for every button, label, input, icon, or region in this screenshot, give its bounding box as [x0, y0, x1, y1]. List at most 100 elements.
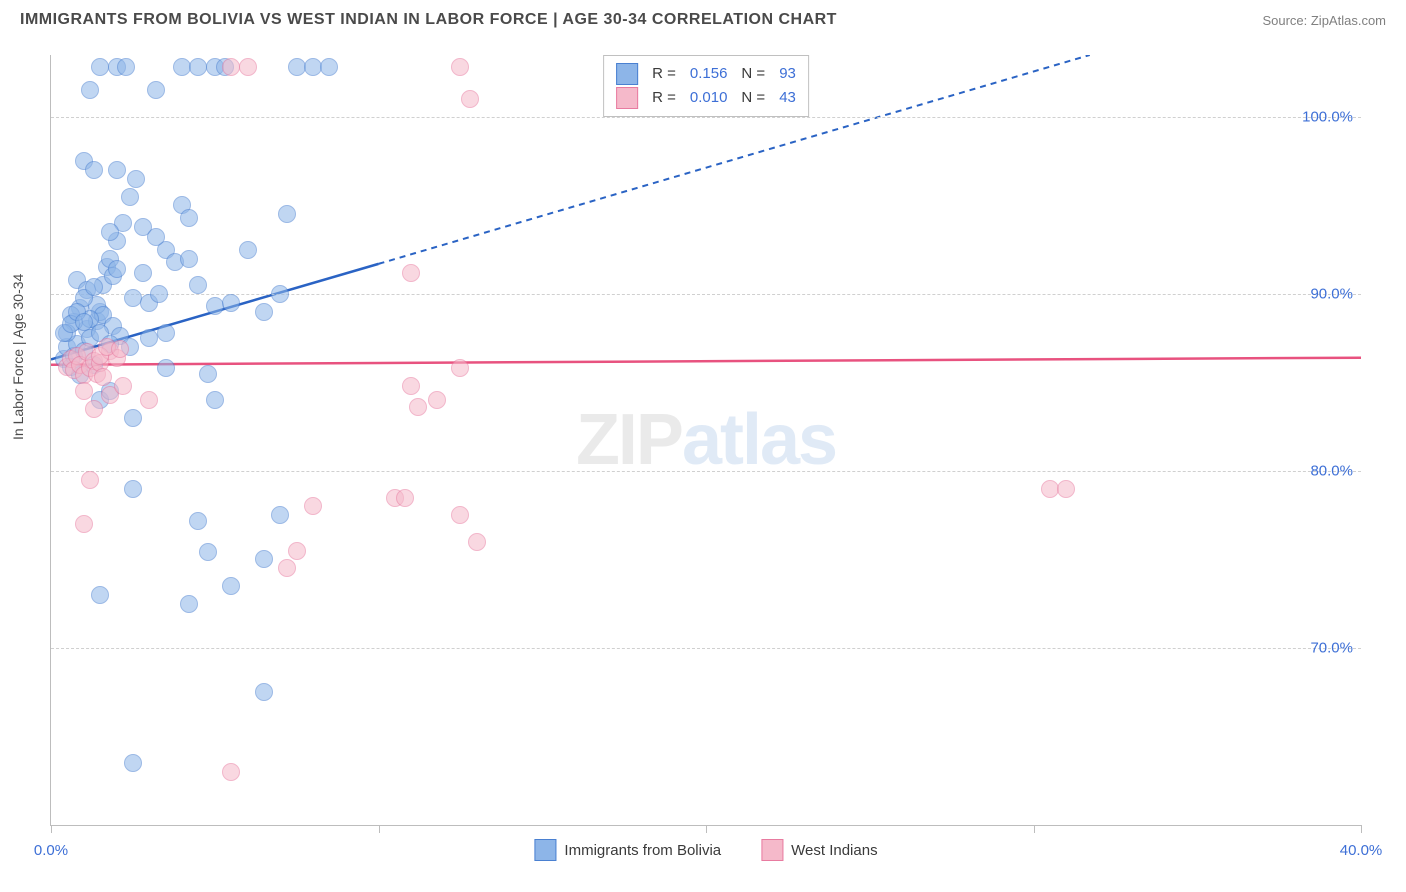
- data-point: [239, 241, 257, 259]
- data-point: [140, 391, 158, 409]
- data-point: [239, 58, 257, 76]
- data-point: [288, 58, 306, 76]
- chart-header: IMMIGRANTS FROM BOLIVIA VS WEST INDIAN I…: [0, 0, 1406, 40]
- y-gridline: [51, 117, 1361, 118]
- legend-swatch: [761, 839, 783, 861]
- n-label: N =: [741, 62, 765, 86]
- data-point: [124, 480, 142, 498]
- data-point: [75, 515, 93, 533]
- data-point: [222, 763, 240, 781]
- data-point: [180, 595, 198, 613]
- data-point: [451, 359, 469, 377]
- data-point: [180, 250, 198, 268]
- legend-label: West Indians: [791, 842, 877, 859]
- y-gridline: [51, 294, 1361, 295]
- legend-row: R = 0.010 N = 43: [616, 86, 796, 110]
- y-tick-label: 70.0%: [1310, 639, 1353, 656]
- data-point: [189, 276, 207, 294]
- r-label: R =: [652, 86, 676, 110]
- series-legend: Immigrants from Bolivia West Indians: [534, 839, 877, 861]
- data-point: [111, 340, 129, 358]
- legend-item: West Indians: [761, 839, 877, 861]
- data-point: [173, 58, 191, 76]
- data-point: [1057, 480, 1075, 498]
- data-point: [114, 377, 132, 395]
- data-point: [85, 400, 103, 418]
- n-value: 93: [779, 62, 796, 86]
- data-point: [85, 278, 103, 296]
- data-point: [288, 542, 306, 560]
- y-tick-label: 80.0%: [1310, 462, 1353, 479]
- data-point: [85, 161, 103, 179]
- data-point: [396, 489, 414, 507]
- data-point: [451, 58, 469, 76]
- data-point: [271, 506, 289, 524]
- data-point: [189, 58, 207, 76]
- data-point: [124, 754, 142, 772]
- x-tick: [706, 825, 707, 833]
- data-point: [1041, 480, 1059, 498]
- data-point: [124, 289, 142, 307]
- data-point: [206, 297, 224, 315]
- data-point: [124, 409, 142, 427]
- data-point: [222, 58, 240, 76]
- data-point: [451, 506, 469, 524]
- data-point: [304, 58, 322, 76]
- data-point: [150, 285, 168, 303]
- data-point: [108, 260, 126, 278]
- data-point: [117, 58, 135, 76]
- x-tick-label: 0.0%: [34, 842, 68, 859]
- data-point: [81, 471, 99, 489]
- x-tick: [51, 825, 52, 833]
- data-point: [75, 313, 93, 331]
- data-point: [255, 683, 273, 701]
- data-point: [147, 81, 165, 99]
- n-label: N =: [741, 86, 765, 110]
- y-gridline: [51, 471, 1361, 472]
- data-point: [468, 533, 486, 551]
- y-tick-label: 90.0%: [1310, 285, 1353, 302]
- data-point: [222, 577, 240, 595]
- legend-row: R =0.156N =93: [616, 62, 796, 86]
- data-point: [199, 543, 217, 561]
- data-point: [206, 391, 224, 409]
- data-point: [94, 368, 112, 386]
- data-point: [140, 329, 158, 347]
- data-point: [147, 228, 165, 246]
- data-point: [278, 205, 296, 223]
- watermark-text-b: atlas: [682, 400, 836, 480]
- data-point: [157, 359, 175, 377]
- legend-swatch: [616, 87, 638, 109]
- data-point: [409, 398, 427, 416]
- x-tick: [1361, 825, 1362, 833]
- r-value: 0.156: [690, 62, 728, 86]
- data-point: [121, 188, 139, 206]
- data-point: [199, 365, 217, 383]
- y-tick-label: 100.0%: [1302, 108, 1353, 125]
- data-point: [101, 223, 119, 241]
- chart-title: IMMIGRANTS FROM BOLIVIA VS WEST INDIAN I…: [20, 11, 837, 29]
- data-point: [81, 81, 99, 99]
- r-value: 0.010: [690, 86, 728, 110]
- data-point: [271, 285, 289, 303]
- data-point: [180, 209, 198, 227]
- trend-lines-overlay: [51, 55, 1361, 825]
- source-attribution: Source: ZipAtlas.com: [1262, 13, 1386, 28]
- data-point: [304, 497, 322, 515]
- y-gridline: [51, 648, 1361, 649]
- data-point: [222, 294, 240, 312]
- data-point: [255, 550, 273, 568]
- data-point: [320, 58, 338, 76]
- data-point: [134, 264, 152, 282]
- data-point: [402, 264, 420, 282]
- plot-area: ZIPatlas R =0.156N =93R =0.010N =43 Immi…: [50, 55, 1361, 826]
- data-point: [428, 391, 446, 409]
- legend-item: Immigrants from Bolivia: [534, 839, 721, 861]
- data-point: [402, 377, 420, 395]
- data-point: [91, 586, 109, 604]
- data-point: [127, 170, 145, 188]
- x-tick-label: 40.0%: [1340, 842, 1383, 859]
- legend-swatch: [616, 63, 638, 85]
- data-point: [91, 58, 109, 76]
- n-value: 43: [779, 86, 796, 110]
